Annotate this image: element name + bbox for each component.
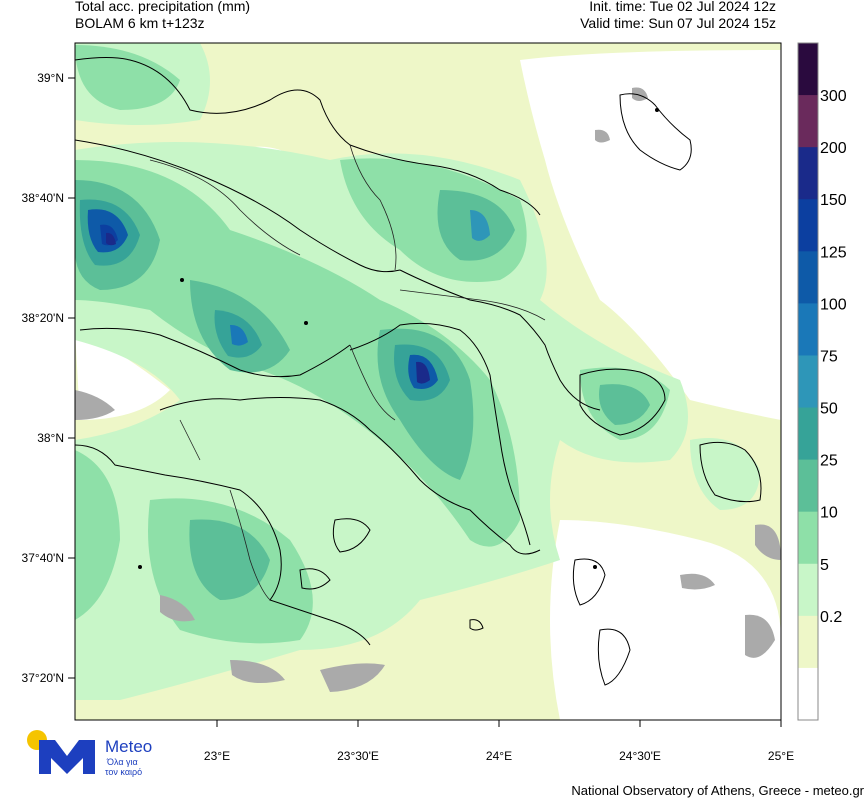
land-patch — [680, 573, 715, 590]
colorbar-swatch — [798, 95, 818, 148]
colorbar-swatch — [798, 667, 818, 721]
colorbar: 300 200 150 125 100 75 50 25 10 5 0.2 — [797, 42, 847, 721]
valid-time: Valid time: Sun 07 Jul 2024 15z — [580, 15, 776, 31]
colorbar-label: 0.2 — [820, 609, 842, 626]
precip-25-50-peloponnese — [189, 519, 270, 600]
lat-label: 39°N — [37, 71, 64, 85]
coastlines — [75, 57, 762, 686]
colorbar-frame — [797, 42, 819, 721]
land-patch — [755, 524, 781, 560]
precip-150-200 — [416, 361, 430, 384]
map-title: Total acc. precipitation (mm) — [75, 0, 251, 14]
colorbar-swatch — [798, 251, 818, 304]
precip-10-25-north — [75, 45, 180, 110]
lat-label: 37°40'N — [22, 551, 64, 565]
credit-text: National Observatory of Athens, Greece -… — [571, 783, 864, 798]
precip-10-25-west — [75, 450, 120, 620]
colorbar-swatch — [798, 199, 818, 252]
land-patch — [75, 390, 115, 420]
land-patch — [320, 663, 385, 692]
map-frame — [74, 42, 782, 721]
dry-area-aegean — [520, 50, 781, 420]
land-patch — [160, 595, 195, 622]
precip-5-10-east — [690, 438, 760, 510]
longitude-axis: 23°E 23°30'E 24°E 24°30'E 25°E — [204, 720, 794, 763]
colorbar-swatch — [798, 355, 818, 409]
precip-25-50-andros — [599, 384, 650, 425]
dry-area-west — [75, 330, 170, 420]
init-time: Init. time: Tue 02 Jul 2024 12z — [589, 0, 776, 14]
colorbar-swatch — [798, 43, 818, 96]
meteo-logo: Meteo Όλα για τον καιρό — [25, 728, 185, 778]
dry-area-cyclades — [550, 520, 781, 720]
colorbar-label: 75 — [820, 348, 838, 365]
colorbar-label: 10 — [820, 505, 838, 522]
logo-brand: Meteo — [105, 737, 152, 756]
land-patch — [745, 614, 775, 658]
colorbar-label: 300 — [820, 88, 847, 105]
precip-50-75-core — [470, 210, 490, 241]
land-patch — [632, 87, 648, 101]
lat-label: 38°20'N — [22, 311, 64, 325]
land-patch — [595, 129, 610, 143]
colorbar-label: 150 — [820, 192, 847, 209]
lon-label: 24°E — [486, 749, 512, 763]
lon-label: 24°30'E — [619, 749, 661, 763]
city-dot — [180, 278, 184, 282]
colorbar-label: 125 — [820, 244, 847, 261]
colorbar-swatch — [798, 511, 818, 565]
colorbar-label: 25 — [820, 453, 838, 470]
colorbar-label: 5 — [820, 557, 829, 574]
city-dot — [655, 108, 659, 112]
city-dot — [304, 321, 308, 325]
colorbar-swatch — [798, 303, 818, 356]
colorbar-swatch — [798, 459, 818, 513]
colorbar-swatch — [798, 563, 818, 617]
city-markers — [138, 108, 659, 569]
lon-label: 25°E — [768, 749, 794, 763]
precip-75-100 — [230, 324, 248, 346]
lat-label: 37°20'N — [22, 671, 64, 685]
latitude-axis: 39°N 38°40'N 38°20'N 38°N 37°40'N 37°20'… — [22, 71, 75, 685]
logo-tagline: Όλα για — [106, 757, 138, 767]
colorbar-label: 50 — [820, 401, 838, 418]
precip-10-25 — [75, 160, 520, 547]
colorbar-swatch — [798, 407, 818, 461]
lon-label: 23°30'E — [337, 749, 379, 763]
regional-boundaries — [149, 144, 546, 601]
meteo-logo-icon: Meteo Όλα για τον καιρό — [27, 730, 152, 777]
colorbar-label: 200 — [820, 140, 847, 157]
land-patch — [230, 660, 285, 684]
precip-core — [106, 232, 116, 246]
colorbar-swatch — [798, 615, 818, 669]
lat-label: 38°40'N — [22, 191, 64, 205]
colorbar-swatch — [798, 147, 818, 200]
model-label: BOLAM 6 km t+123z — [75, 15, 205, 31]
city-dot — [593, 565, 597, 569]
logo-tagline: τον καιρό — [105, 767, 142, 777]
map-area — [75, 43, 781, 720]
lon-label: 23°E — [204, 749, 230, 763]
colorbar-label: 100 — [820, 296, 847, 313]
lat-label: 38°N — [37, 431, 64, 445]
city-dot — [138, 565, 142, 569]
